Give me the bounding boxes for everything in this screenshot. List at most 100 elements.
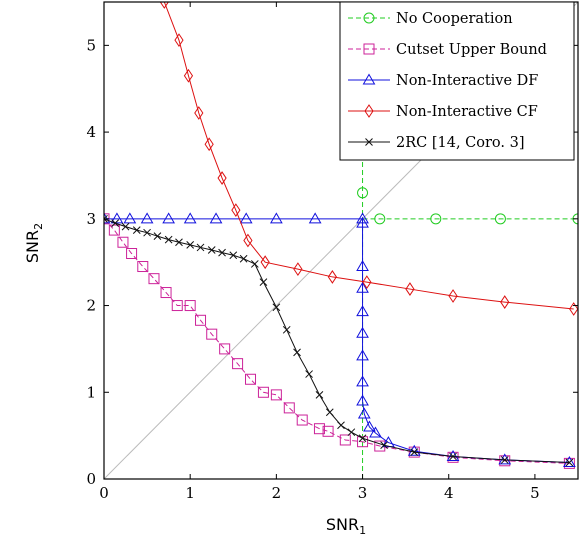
legend-box [339,1,575,161]
x-axis-label: SNR1 [326,515,366,537]
data-point [356,305,369,317]
y-axis-label-sub: 2 [32,223,45,230]
x-tick-label: 3 [358,484,368,502]
data-point [229,251,238,260]
legend-swatch-marker [365,138,373,146]
data-point [357,187,369,199]
x-tick-label: 4 [444,484,454,502]
data-point [569,302,578,316]
data-point [447,451,459,463]
data-point [356,326,369,338]
series-3 [159,2,578,316]
x-tick-label: 0 [99,484,109,502]
series-line [104,218,570,464]
data-point [296,414,308,426]
legend-swatch-marker [363,12,375,24]
data-point [257,386,269,398]
legend-swatch-marker [363,43,375,55]
y-axis-label-main: SNR [23,230,42,263]
data-point [499,455,511,467]
legend-entry: Non-Interactive DF [348,73,538,89]
data-point [405,282,415,296]
data-point [209,212,223,224]
data-point [132,226,141,234]
data-point [175,238,183,247]
data-point [159,2,169,9]
data-point [494,213,506,225]
data-point [448,289,458,303]
data-point [117,236,129,248]
y-axis-label: SNR2 [23,223,45,263]
legend-swatch-marker [362,73,376,85]
data-point [449,452,457,461]
legend-entry: Non-Interactive CF [348,104,538,120]
data-point [104,212,111,224]
legend-label: Cutset Upper Bound [396,42,547,58]
data-point [126,248,138,260]
data-point [123,212,137,224]
data-point [356,260,369,272]
data-point [337,421,345,430]
data-point [500,295,510,309]
data-point [206,328,218,340]
data-point [243,233,253,248]
legend: No Cooperation Cutset Upper Bound Non-Inte… [339,1,575,161]
data-point [498,453,512,465]
legend-label: No Cooperation [396,11,513,27]
data-point [305,370,313,378]
legend-label: Non-Interactive DF [396,73,538,89]
data-point [121,222,130,231]
data-point [164,235,173,244]
data-point [137,261,149,273]
data-point [374,213,386,225]
data-point [195,314,207,326]
y-tick-label: 3 [86,210,96,228]
data-point [500,456,509,464]
data-point [356,375,369,387]
data-point [239,254,248,263]
legend-entries: No Cooperation Cutset Upper Bound Non-Inte… [348,11,547,151]
x-axis-label-main: SNR [326,515,359,534]
legend-entry: Cutset Upper Bound [348,42,547,58]
legend-entry: No Cooperation [348,11,513,27]
legend-label: Non-Interactive CF [396,104,538,120]
y-tick-label: 1 [86,383,96,401]
data-point [327,270,337,284]
series-4 [104,214,574,467]
series-line [104,218,570,464]
x-tick-label: 5 [530,484,540,502]
data-point [204,137,214,152]
data-point [207,246,216,254]
data-point [270,389,282,401]
data-point [563,456,576,468]
data-point [148,273,160,285]
data-point [407,444,421,456]
data-point [325,408,334,417]
data-point [153,232,162,241]
data-point [357,436,369,448]
series-line [104,218,570,464]
data-point [356,394,369,406]
data-point [186,240,195,249]
data-point [245,373,257,385]
data-point [362,275,372,290]
x-tick-label: 2 [272,484,282,502]
series-1 [104,213,575,469]
data-point [108,224,120,236]
data-point [231,203,241,218]
data-point [219,343,231,355]
data-point [430,213,442,225]
data-point [283,402,295,414]
series-line [163,2,574,310]
data-point [217,171,227,185]
data-point [174,33,184,48]
data-point [293,262,303,277]
data-point [356,216,369,228]
data-point [339,434,351,446]
data-point [162,212,176,224]
x-axis-label-sub: 1 [359,524,366,537]
data-point [183,68,194,83]
data-point [356,281,369,293]
data-point [171,300,183,312]
